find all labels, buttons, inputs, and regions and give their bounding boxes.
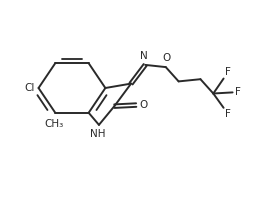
- Text: F: F: [225, 109, 231, 119]
- Text: O: O: [163, 53, 171, 63]
- Text: O: O: [139, 100, 148, 110]
- Text: CH₃: CH₃: [44, 119, 63, 129]
- Text: NH: NH: [90, 129, 105, 139]
- Text: F: F: [235, 87, 241, 97]
- Text: Cl: Cl: [24, 83, 35, 93]
- Text: F: F: [225, 68, 231, 77]
- Text: N: N: [140, 51, 148, 61]
